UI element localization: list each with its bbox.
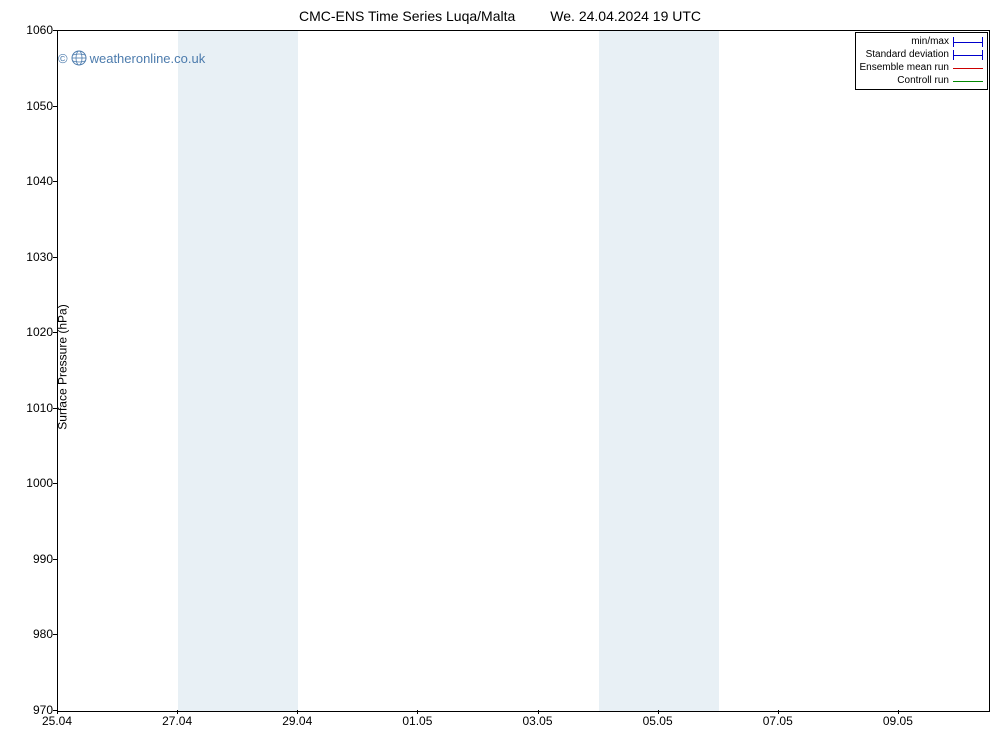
x-tick-mark	[297, 710, 298, 714]
y-tick-mark	[53, 332, 57, 333]
legend: min/maxStandard deviationEnsemble mean r…	[855, 32, 989, 90]
y-tick-label: 990	[18, 552, 53, 566]
y-tick-label: 1050	[18, 99, 53, 113]
y-tick-label: 1010	[18, 401, 53, 415]
legend-item: Controll run	[860, 74, 984, 87]
legend-item: min/max	[860, 35, 984, 48]
y-tick-label: 1060	[18, 23, 53, 37]
legend-label: Controll run	[897, 74, 949, 87]
x-tick-label: 27.04	[162, 714, 192, 728]
x-tick-label: 05.05	[643, 714, 673, 728]
title-right: We. 24.04.2024 19 UTC	[550, 8, 701, 24]
x-tick-label: 01.05	[402, 714, 432, 728]
x-tick-label: 07.05	[763, 714, 793, 728]
x-tick-label: 29.04	[282, 714, 312, 728]
y-tick-mark	[53, 181, 57, 182]
legend-label: min/max	[911, 35, 949, 48]
title-left: CMC-ENS Time Series Luqa/Malta	[299, 8, 515, 24]
weekend-band	[599, 31, 719, 711]
y-tick-label: 1030	[18, 250, 53, 264]
y-tick-mark	[53, 634, 57, 635]
plot-area	[57, 30, 990, 712]
legend-sample	[953, 63, 983, 73]
y-tick-mark	[53, 106, 57, 107]
watermark: © weatheronline.co.uk	[58, 50, 205, 66]
globe-icon	[71, 50, 87, 66]
y-tick-label: 1040	[18, 174, 53, 188]
y-tick-mark	[53, 559, 57, 560]
watermark-text: weatheronline.co.uk	[90, 51, 206, 66]
x-tick-mark	[898, 710, 899, 714]
surface-pressure-chart: CMC-ENS Time Series Luqa/Malta We. 24.04…	[0, 0, 1000, 733]
x-tick-label: 03.05	[523, 714, 553, 728]
y-tick-mark	[53, 408, 57, 409]
legend-sample	[953, 76, 983, 86]
legend-item: Standard deviation	[860, 48, 984, 61]
chart-title: CMC-ENS Time Series Luqa/Malta We. 24.04…	[0, 8, 1000, 24]
x-tick-label: 25.04	[42, 714, 72, 728]
x-tick-mark	[417, 710, 418, 714]
legend-sample	[953, 50, 983, 60]
y-tick-label: 1000	[18, 476, 53, 490]
x-tick-mark	[57, 710, 58, 714]
copyright-symbol: ©	[58, 51, 68, 66]
x-tick-mark	[177, 710, 178, 714]
y-tick-label: 1020	[18, 325, 53, 339]
x-tick-mark	[778, 710, 779, 714]
y-tick-mark	[53, 30, 57, 31]
y-tick-mark	[53, 257, 57, 258]
x-tick-mark	[538, 710, 539, 714]
legend-label: Standard deviation	[866, 48, 949, 61]
y-tick-label: 980	[18, 627, 53, 641]
x-tick-label: 09.05	[883, 714, 913, 728]
weekend-band	[178, 31, 298, 711]
legend-item: Ensemble mean run	[860, 61, 984, 74]
y-tick-mark	[53, 483, 57, 484]
legend-sample	[953, 37, 983, 47]
y-axis-label: Surface Pressure (hPa)	[56, 304, 70, 429]
x-tick-mark	[658, 710, 659, 714]
legend-label: Ensemble mean run	[860, 61, 950, 74]
